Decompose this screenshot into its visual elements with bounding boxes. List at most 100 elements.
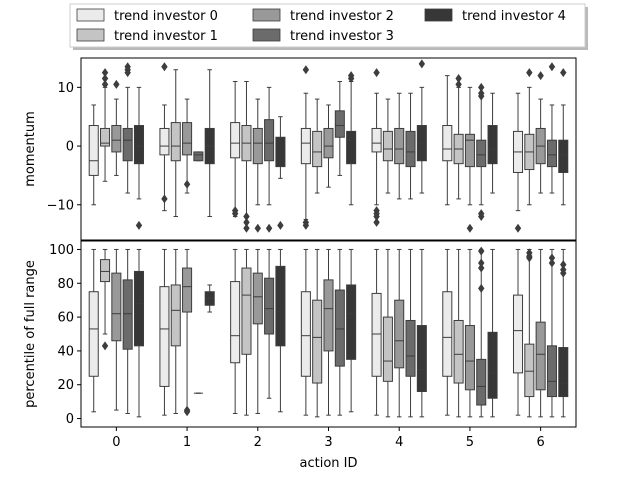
box-trend-investor-0-action-3 bbox=[300, 65, 311, 230]
box-trend-investor-2-action-1 bbox=[182, 248, 193, 417]
outlier-marker bbox=[135, 220, 143, 230]
outlier-marker bbox=[347, 74, 355, 84]
box-trend-investor-0-action-4 bbox=[371, 68, 382, 227]
box-iqr bbox=[464, 325, 475, 391]
panel-1: −10 0 10 momentum bbox=[23, 57, 577, 241]
box-trend-investor-1-action-5 bbox=[453, 248, 464, 418]
outlier-marker bbox=[526, 68, 533, 78]
x-tick-label: 3 bbox=[324, 435, 332, 450]
box-iqr bbox=[346, 284, 357, 360]
x-tick-label: 0 bbox=[112, 435, 120, 450]
box-iqr bbox=[394, 127, 405, 165]
outlier-marker bbox=[243, 223, 250, 233]
box-iqr bbox=[558, 139, 569, 173]
legend-label: trend investor 3 bbox=[290, 29, 394, 44]
outlier-marker bbox=[161, 62, 168, 72]
box-trend-investor-3-action-2 bbox=[264, 248, 275, 399]
y-tick-label: −10 bbox=[47, 198, 74, 213]
box-trend-investor-0-action-1 bbox=[159, 248, 170, 416]
box-trend-investor-4-action-1 bbox=[204, 69, 215, 218]
box-trend-investor-2-action-0 bbox=[111, 248, 122, 411]
y-tick-label: 60 bbox=[57, 311, 74, 326]
box-trend-investor-3-action-3 bbox=[334, 80, 345, 176]
box-iqr bbox=[453, 319, 464, 384]
box-iqr bbox=[371, 127, 382, 153]
box-trend-investor-2-action-4 bbox=[394, 248, 405, 418]
legend-label: trend investor 2 bbox=[290, 9, 394, 24]
outlier-marker bbox=[183, 179, 191, 189]
box-trend-investor-2-action-5 bbox=[464, 86, 475, 233]
x-tick-label: 1 bbox=[183, 435, 191, 450]
box-iqr bbox=[334, 110, 345, 138]
outlier-marker bbox=[560, 68, 567, 78]
box-iqr bbox=[170, 122, 181, 162]
outlier-marker bbox=[302, 220, 310, 230]
box-trend-investor-3-action-5 bbox=[476, 82, 487, 222]
box-trend-investor-1-action-3 bbox=[312, 248, 323, 418]
outlier-marker bbox=[548, 62, 556, 72]
legend-swatch bbox=[252, 28, 281, 42]
box-trend-investor-0-action-0 bbox=[88, 104, 99, 206]
box-iqr bbox=[300, 291, 311, 377]
box-iqr bbox=[323, 127, 334, 159]
outlier-marker bbox=[101, 341, 109, 351]
box-iqr bbox=[100, 259, 111, 283]
box-iqr bbox=[394, 299, 405, 369]
panel-2: 0 20 40 60 80 100 percentile of full range bbox=[23, 240, 577, 428]
box-trend-investor-1-action-3 bbox=[312, 98, 323, 194]
box-trend-investor-0-action-6 bbox=[512, 248, 524, 416]
box-iqr bbox=[264, 119, 275, 162]
outlier-marker bbox=[243, 212, 250, 222]
box-trend-investor-3-action-2 bbox=[264, 86, 275, 233]
outlier-marker bbox=[101, 68, 109, 78]
x-axis-label: action ID bbox=[300, 456, 358, 471]
box-trend-investor-1-action-4 bbox=[382, 98, 393, 194]
outlier-marker bbox=[466, 223, 474, 233]
outlier-marker bbox=[113, 79, 120, 89]
box-trend-investor-0-action-3 bbox=[300, 248, 311, 416]
outlier-marker bbox=[254, 223, 261, 233]
box-trend-investor-4-action-5 bbox=[487, 92, 498, 194]
axes-frame bbox=[80, 57, 577, 241]
box-trend-investor-0-action-5 bbox=[442, 248, 453, 416]
box-iqr bbox=[88, 291, 99, 377]
outlier-marker bbox=[478, 263, 485, 273]
box-trend-investor-1-action-0 bbox=[100, 248, 111, 351]
box-trend-investor-4-action-6 bbox=[558, 248, 569, 418]
box-trend-investor-2-action-0 bbox=[111, 79, 122, 176]
y-tick-label: 100 bbox=[49, 243, 74, 258]
box-iqr bbox=[487, 125, 498, 165]
box-iqr bbox=[382, 316, 393, 382]
box-iqr bbox=[241, 267, 252, 355]
y-tick-label: 0 bbox=[66, 140, 74, 155]
box-trend-investor-4-action-2 bbox=[275, 248, 286, 413]
outlier-marker bbox=[537, 71, 544, 81]
x-tick-label: 4 bbox=[395, 435, 403, 450]
box-iqr bbox=[487, 331, 498, 399]
box-iqr bbox=[524, 343, 535, 398]
box-iqr bbox=[476, 139, 487, 168]
box-trend-investor-1-action-6 bbox=[524, 248, 535, 418]
outlier-marker bbox=[478, 212, 485, 222]
box-trend-investor-2-action-2 bbox=[252, 248, 263, 414]
box-iqr bbox=[122, 279, 133, 350]
box-trend-investor-2-action-3 bbox=[323, 104, 334, 188]
outlier-marker bbox=[548, 258, 556, 268]
outlier-marker bbox=[478, 91, 485, 101]
box-trend-investor-4-action-1 bbox=[204, 284, 215, 313]
outlier-marker bbox=[478, 82, 485, 92]
legend: trend investor 0 trend investor 1 trend in… bbox=[69, 3, 588, 50]
box-trend-investor-2-action-5 bbox=[464, 248, 475, 418]
legend-swatch bbox=[424, 8, 453, 22]
box-iqr bbox=[312, 130, 323, 168]
outlier-marker bbox=[526, 253, 533, 263]
box-trend-investor-2-action-6 bbox=[535, 248, 546, 418]
box-iqr bbox=[111, 272, 122, 342]
outlier-marker bbox=[418, 59, 426, 69]
y-tick-label: 10 bbox=[57, 81, 74, 96]
box-trend-investor-4-action-0 bbox=[133, 248, 145, 418]
box-iqr bbox=[405, 319, 416, 377]
outlier-marker bbox=[302, 65, 310, 75]
box-iqr bbox=[546, 345, 557, 398]
